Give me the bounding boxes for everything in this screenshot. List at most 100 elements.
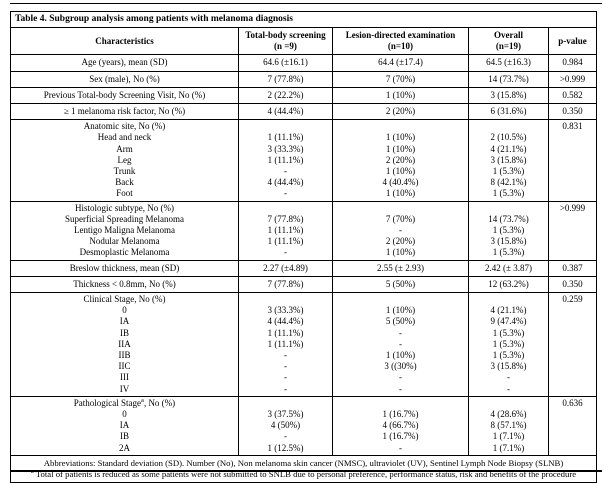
table-body: Age (years), mean (SD) 64.6 (±16.1) 64.4 (… bbox=[11, 54, 596, 455]
cell-line: Clinical Stage, No (%) bbox=[83, 294, 166, 305]
cell-line: 1 (11.1%) bbox=[267, 327, 304, 338]
value-cell: 1 (10%) bbox=[332, 87, 468, 103]
p-value-cell: 0.387 bbox=[548, 260, 596, 276]
cell-line: Foot bbox=[116, 188, 133, 199]
cell-line: 14 (73.7%) bbox=[488, 73, 529, 84]
table-footnotes: Abbreviations: Standard deviation (SD). … bbox=[11, 454, 596, 482]
cell-line: 3 (37.5%) bbox=[267, 409, 304, 420]
value-cell: 64.6 (±16.1) bbox=[238, 55, 332, 71]
cell-line: 1 (11.1%) bbox=[267, 236, 304, 247]
cell-line: 64.4 (±17.4) bbox=[378, 57, 423, 68]
value-cell: 2 (20%) bbox=[332, 103, 468, 120]
cell-line: 3 (33.3%) bbox=[267, 305, 304, 316]
cell-line: 1 (7.1%) bbox=[492, 442, 525, 453]
cell-line: - bbox=[284, 166, 287, 176]
header-overall: Overall (n=19) bbox=[468, 28, 548, 55]
cell-line: IA bbox=[119, 316, 130, 327]
cell-line: 1 (7.1%) bbox=[492, 431, 525, 442]
cell-line: 4 (44.4%) bbox=[267, 177, 304, 188]
value-cell: 6 (31.6%) bbox=[468, 103, 548, 120]
cell-line: 5 (50%) bbox=[385, 278, 416, 289]
cell-line bbox=[334, 121, 467, 132]
table-row: Histologic subtype, No (%) Superficial Sp… bbox=[11, 200, 596, 260]
cell-line bbox=[240, 203, 331, 214]
table-row: Pathological Stagea, No (%) 0 IA IB 2A 3 (37… bbox=[11, 395, 596, 455]
characteristic-cell: Clinical Stage, No (%) 0 IA IB IIA IIB IIC III I… bbox=[11, 293, 238, 396]
cell-line: 1 (5.3%) bbox=[492, 247, 525, 258]
cell-line: 2 (20%) bbox=[385, 154, 416, 165]
cell-line: 1 (16.7%) bbox=[382, 431, 419, 442]
p-value-cell: 0.582 bbox=[548, 87, 596, 103]
cell-line: Back bbox=[115, 177, 134, 188]
characteristic-cell: Thickness < 0.8mm, No (%) bbox=[11, 277, 238, 292]
cell-line: IB bbox=[120, 327, 129, 338]
cell-line: 3 (33.3%) bbox=[267, 143, 304, 154]
cell-line: 1 (5.3%) bbox=[492, 166, 525, 176]
cell-line: Pathological Stagea, No (%) bbox=[73, 396, 176, 408]
characteristic-cell: Histologic subtype, No (%) Superficial Sp… bbox=[11, 202, 238, 260]
header-label: Characteristics bbox=[95, 35, 154, 46]
header-total-body-screening: Total-body screening (n =9) bbox=[238, 28, 332, 55]
cell-line: 4 (66.7%) bbox=[382, 420, 419, 431]
cell-line: - bbox=[507, 372, 510, 383]
header-sublabel: (n=10) bbox=[387, 41, 414, 52]
cell-line: 1 (10%) bbox=[385, 188, 416, 199]
header-label: p-value bbox=[558, 35, 587, 46]
cell-line: 1 (5.3%) bbox=[492, 350, 525, 361]
cell-line: Anatomic site, No (%) bbox=[83, 121, 166, 132]
value-cell: 12 (63.2%) bbox=[468, 276, 548, 293]
cell-line: 1 (16.7%) bbox=[382, 409, 419, 420]
cell-line: 1 (10%) bbox=[385, 305, 416, 316]
characteristic-cell: Previous Total-body Screening Visit, No … bbox=[11, 88, 238, 103]
cell-line: Desmoplastic Melanoma bbox=[79, 247, 170, 258]
p-value-cell: 0.984 bbox=[548, 55, 596, 71]
header-lesion-directed: Lesion-directed examination (n=10) bbox=[332, 28, 468, 55]
cell-line bbox=[334, 294, 467, 305]
cell-line: 1 (10%) bbox=[385, 350, 416, 361]
cell-line: Age (years), mean (SD) bbox=[81, 57, 168, 68]
cell-line: 2.55 (± 2.93) bbox=[377, 262, 424, 273]
cell-line: 4 (28.6%) bbox=[490, 409, 527, 420]
p-value-cell: 0.350 bbox=[548, 276, 596, 293]
header-sublabel: (n =9) bbox=[274, 41, 297, 52]
cell-line: 1 (11.1%) bbox=[267, 338, 304, 349]
cell-line bbox=[470, 203, 547, 214]
cell-line: - bbox=[507, 383, 510, 394]
value-cell: 2 (10.5%) 4 (21.1%) 3 (15.8%) 1 (5.3%) 8 (42… bbox=[468, 120, 548, 201]
superscript-marker: a bbox=[141, 396, 144, 404]
cell-line: 1 (10%) bbox=[385, 143, 416, 154]
cell-line: 3 (15.8%) bbox=[490, 154, 527, 165]
footnote-abbreviations: Abbreviations: Standard deviation (SD). … bbox=[43, 457, 564, 468]
p-value: 0.636 bbox=[562, 397, 583, 408]
p-value-cell: 0.350 bbox=[548, 103, 596, 120]
value-cell: 1 (11.1%) 3 (33.3%) 1 (11.1%) -4 (44.4%) - bbox=[238, 120, 332, 201]
cell-line: IV bbox=[119, 383, 130, 394]
value-cell: 7 (77.8%) bbox=[238, 276, 332, 293]
cell-line: 1 (5.3%) bbox=[492, 225, 525, 236]
cell-line: 1 (5.3%) bbox=[492, 327, 525, 338]
cell-line bbox=[240, 121, 331, 132]
table-row: Anatomic site, No (%) Head and neck Arm Leg… bbox=[11, 119, 596, 201]
p-value: >0.999 bbox=[559, 202, 586, 213]
cell-line: 3 (15.8%) bbox=[490, 361, 527, 372]
cell-line: Trunk bbox=[113, 166, 136, 176]
cell-line: - bbox=[399, 338, 402, 349]
cell-line: Thickness < 0.8mm, No (%) bbox=[73, 278, 176, 289]
cell-line: 3 ((30%) bbox=[384, 361, 417, 372]
p-value: 0.984 bbox=[562, 57, 583, 68]
cell-line: Head and neck bbox=[97, 132, 152, 143]
value-cell: 2.42 (± 3.87) bbox=[468, 260, 548, 276]
cell-line: Arm bbox=[116, 143, 133, 154]
value-cell: 2 (22.2%) bbox=[238, 87, 332, 103]
table-row: Age (years), mean (SD) 64.6 (±16.1) 64.4 (… bbox=[11, 54, 596, 71]
table-row: Sex (male), No (%) 7 (77.8%) 7 (70%) 14 (73… bbox=[11, 70, 596, 87]
header-characteristics: Characteristics bbox=[11, 28, 238, 54]
cell-line: - bbox=[284, 372, 287, 383]
cell-line: 1 (5.3%) bbox=[492, 338, 525, 349]
cell-line: Nodular Melanoma bbox=[89, 236, 160, 247]
cell-line: 4 (40.4%) bbox=[382, 177, 419, 188]
cell-line bbox=[334, 398, 467, 409]
value-cell: 2.27 (±4.89) bbox=[238, 260, 332, 276]
header-p-value: p-value bbox=[548, 28, 596, 55]
p-value: 0.831 bbox=[562, 121, 583, 132]
